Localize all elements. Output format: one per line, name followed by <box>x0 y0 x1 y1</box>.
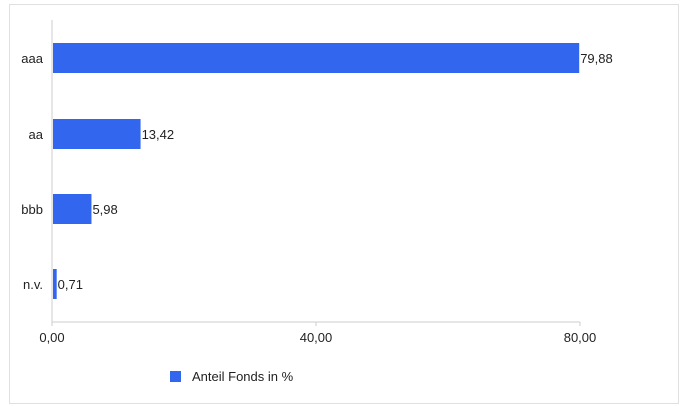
chart-labels: aaa 79,88 aa 13,42 bbb 5,98 n.v. 0,71 <box>21 51 612 292</box>
category-label: n.v. <box>23 277 43 292</box>
chart-legend: Anteil Fonds in % <box>170 369 294 384</box>
value-label: 5,98 <box>92 202 117 217</box>
bar <box>53 43 580 73</box>
category-label: aa <box>29 127 44 142</box>
category-label: aaa <box>21 51 43 66</box>
chart-axes: 0,00 40,00 80,00 <box>39 20 596 345</box>
x-tick-label: 40,00 <box>300 330 333 345</box>
category-label: bbb <box>21 202 43 217</box>
bar <box>53 119 141 149</box>
chart-bars <box>53 43 580 299</box>
bar <box>53 269 57 299</box>
bar <box>53 194 92 224</box>
x-tick-label: 0,00 <box>39 330 64 345</box>
value-label: 13,42 <box>142 127 175 142</box>
value-label: 0,71 <box>58 277 83 292</box>
x-tick-label: 80,00 <box>564 330 597 345</box>
legend-label: Anteil Fonds in % <box>192 369 294 384</box>
value-label: 79,88 <box>580 51 613 66</box>
legend-swatch <box>170 371 181 382</box>
